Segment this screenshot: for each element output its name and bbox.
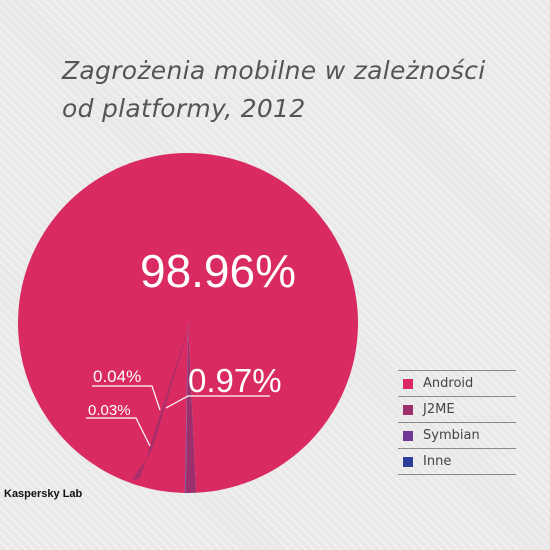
pie-slice-inne bbox=[185, 323, 188, 493]
chart-title-line-2: od platformy, 2012 bbox=[62, 94, 306, 123]
chart-title-line-1: Zagrożenia mobilne w zależności bbox=[62, 56, 486, 85]
legend-label-symbian: Symbian bbox=[423, 428, 480, 443]
legend-label-j2me: J2ME bbox=[423, 402, 455, 417]
legend-swatch-android bbox=[403, 378, 413, 389]
legend-swatch-symbian bbox=[403, 430, 413, 441]
pie-slice-android bbox=[18, 152, 359, 493]
legend-swatch-j2me bbox=[403, 404, 413, 415]
legend-item-symbian: Symbian bbox=[398, 422, 516, 448]
pie-slice-symbian bbox=[185, 323, 188, 493]
data-label-j2me: 0.97% bbox=[188, 362, 282, 399]
legend-swatch-inne bbox=[403, 456, 413, 467]
data-label-inne: 0.03% bbox=[88, 402, 131, 419]
source-label: Kaspersky Lab bbox=[4, 488, 83, 500]
leader-line-inne bbox=[86, 417, 151, 447]
pie-data-labels: 98.96% 0.97% 0.04% 0.03% bbox=[86, 245, 296, 447]
data-label-symbian: 0.04% bbox=[93, 367, 141, 386]
legend-item-android: Android bbox=[398, 370, 516, 396]
legend: Android J2ME Symbian Inne bbox=[398, 370, 516, 475]
chart-title: Zagrożenia mobilne w zależności od platf… bbox=[62, 52, 485, 128]
legend-item-inne: Inne bbox=[398, 448, 516, 475]
leader-line-j2me bbox=[165, 395, 270, 409]
pie-slice-j2me bbox=[185, 323, 197, 493]
legend-label-inne: Inne bbox=[423, 454, 452, 469]
legend-label-android: Android bbox=[423, 376, 474, 391]
leader-line-symbian bbox=[92, 385, 161, 411]
legend-item-j2me: J2ME bbox=[398, 396, 516, 422]
data-label-android: 98.96% bbox=[140, 245, 296, 297]
pie-slices bbox=[18, 152, 359, 493]
